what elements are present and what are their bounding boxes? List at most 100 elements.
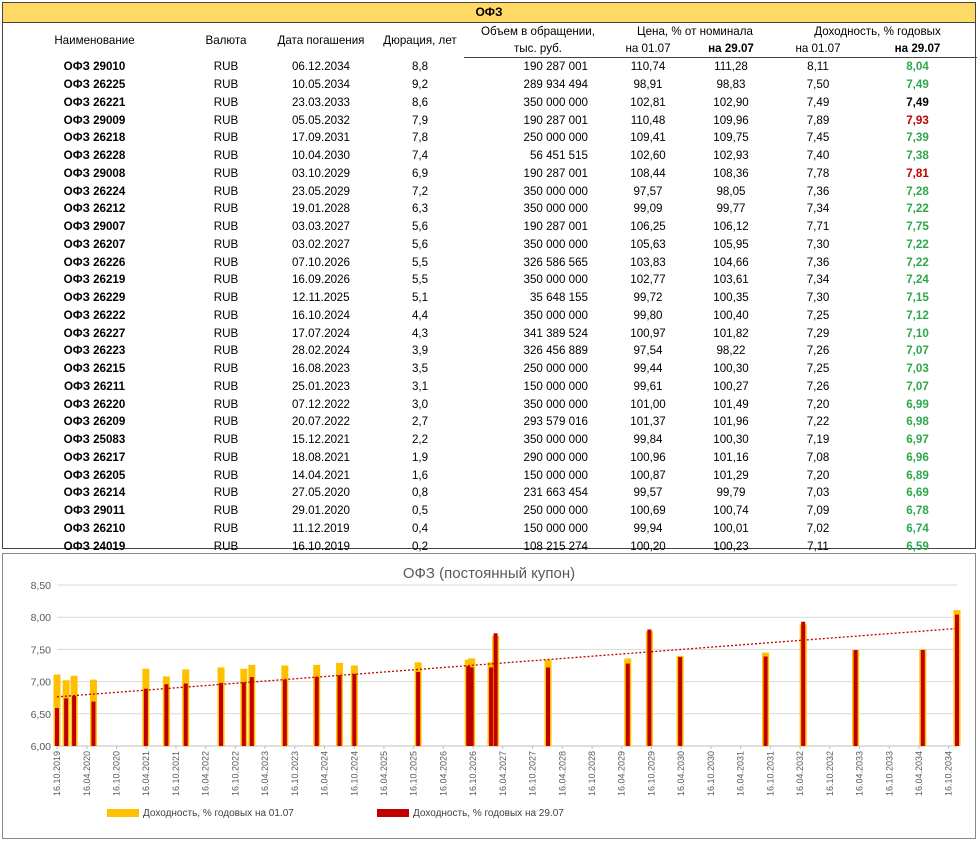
cell-yield-0107: 7,11 — [807, 539, 829, 553]
bar-yield-2907 — [241, 682, 246, 746]
cell-yield-0107: 7,03 — [806, 486, 830, 500]
cell-price-0107: 99,80 — [633, 308, 663, 322]
cell-price-2907: 101,82 — [713, 326, 749, 340]
x-tick-label: 16.10.2022 — [230, 751, 240, 796]
cell-volume: 350 000 000 — [523, 273, 588, 287]
cell-bond-name: ОФЗ 26223 — [63, 344, 126, 358]
cell-yield-2907: 7,22 — [906, 237, 929, 251]
cell-currency: RUB — [213, 255, 239, 269]
cell-price-2907: 101,96 — [713, 415, 749, 429]
cell-yield-0107: 7,34 — [806, 202, 830, 216]
x-tick-label: 16.04.2028 — [557, 751, 567, 796]
cell-price-2907: 100,40 — [713, 308, 749, 322]
cell-price-2907: 99,79 — [716, 486, 746, 500]
y-tick-label: 8,50 — [31, 580, 52, 592]
cell-price-2907: 111,28 — [714, 60, 748, 74]
cell-yield-0107: 7,20 — [806, 397, 830, 411]
cell-duration: 6,9 — [411, 166, 429, 180]
cell-yield-2907: 7,12 — [906, 308, 929, 322]
cell-currency: RUB — [213, 149, 239, 163]
legend-label-2907: Доходность, % годовых на 29.07 — [413, 808, 564, 819]
col-header-name: Наименование — [54, 33, 135, 47]
cell-yield-2907: 6,78 — [906, 504, 929, 518]
cell-yield-2907: 7,03 — [906, 362, 929, 376]
cell-yield-2907: 7,75 — [906, 220, 929, 234]
cell-duration: 5,1 — [411, 291, 429, 305]
cell-volume: 350 000 000 — [523, 397, 588, 411]
x-tick-label: 16.04.2034 — [914, 751, 924, 796]
bar-yield-2907 — [801, 621, 806, 746]
cell-price-0107: 102,77 — [630, 273, 666, 287]
cell-volume: 341 389 524 — [523, 326, 588, 340]
cell-currency: RUB — [213, 291, 239, 305]
cell-duration: 6,3 — [411, 202, 429, 216]
cell-yield-0107: 7,29 — [806, 326, 830, 340]
cell-price-2907: 108,36 — [713, 166, 749, 180]
cell-currency: RUB — [213, 362, 239, 376]
x-tick-label: 16.10.2029 — [647, 751, 657, 796]
x-tick-label: 16.10.2023 — [290, 751, 300, 796]
cell-bond-name: ОФЗ 26207 — [63, 237, 126, 251]
cell-currency: RUB — [213, 326, 239, 340]
x-tick-label: 16.04.2032 — [795, 751, 805, 796]
cell-volume: 250 000 000 — [523, 131, 588, 145]
cell-price-2907: 98,05 — [716, 184, 746, 198]
bar-yield-2907 — [469, 667, 474, 746]
x-tick-label: 16.04.2031 — [736, 751, 746, 796]
table-row: ОФЗ 26223 RUB 28.02.2024 3,9 326 456 889 97,5… — [3, 342, 977, 360]
col-header-maturity: Дата погашения — [277, 33, 365, 47]
table-row: ОФЗ 26214 RUB 27.05.2020 0,8 231 663 454 99,5… — [3, 484, 977, 502]
cell-yield-0107: 7,40 — [806, 149, 830, 163]
cell-bond-name: ОФЗ 26211 — [64, 379, 125, 393]
cell-yield-2907: 7,28 — [906, 184, 929, 198]
cell-yield-2907: 7,93 — [906, 113, 929, 127]
cell-bond-name: ОФЗ 26205 — [63, 468, 126, 482]
cell-volume: 150 000 000 — [523, 468, 588, 482]
cell-currency: RUB — [213, 273, 239, 287]
table-row: ОФЗ 26219 RUB 16.09.2026 5,5 350 000 000 102,… — [3, 271, 977, 289]
table-row: ОФЗ 26228 RUB 10.04.2030 7,4 56 451 515 102,6… — [3, 147, 977, 165]
cell-price-0107: 99,44 — [633, 362, 663, 376]
cell-currency: RUB — [213, 220, 239, 234]
x-tick-label: 16.04.2030 — [676, 751, 686, 796]
cell-price-0107: 99,72 — [633, 291, 663, 305]
cell-currency: RUB — [213, 344, 239, 358]
cell-bond-name: ОФЗ 26224 — [63, 184, 126, 198]
cell-price-2907: 100,23 — [713, 539, 749, 553]
cell-duration: 5,5 — [411, 255, 429, 269]
cell-bond-name: ОФЗ 29011 — [64, 504, 125, 518]
x-tick-label: 16.04.2025 — [379, 751, 389, 796]
x-tick-label: 16.10.2030 — [706, 751, 716, 796]
bar-yield-2907 — [249, 677, 254, 746]
cell-yield-0107: 7,34 — [806, 273, 830, 287]
cell-yield-2907: 6,98 — [906, 415, 929, 429]
cell-volume: 326 456 889 — [523, 344, 588, 358]
cell-bond-name: ОФЗ 26227 — [63, 326, 126, 340]
cell-price-2907: 100,01 — [713, 521, 749, 535]
bar-yield-2907 — [55, 708, 59, 746]
cell-maturity-date: 27.05.2020 — [291, 486, 351, 500]
cell-currency: RUB — [213, 415, 239, 429]
cell-yield-2907: 7,10 — [906, 326, 929, 340]
trendline — [56, 627, 958, 698]
cell-currency: RUB — [213, 60, 239, 74]
bar-yield-2907 — [466, 666, 471, 746]
table-row: ОФЗ 29010 RUB 06.12.2034 8,8 190 287 001 110,… — [3, 58, 977, 76]
cell-bond-name: ОФЗ 25083 — [63, 433, 126, 447]
bar-yield-2907 — [546, 667, 551, 746]
col-header-yield-2907: на 29.07 — [858, 40, 978, 58]
cell-duration: 8,6 — [411, 95, 429, 109]
bar-yield-2907 — [625, 663, 630, 746]
bar-yield-2907 — [143, 688, 148, 746]
cell-price-2907: 109,75 — [713, 131, 749, 145]
cell-price-2907: 100,30 — [713, 433, 749, 447]
cell-yield-2907: 6,69 — [906, 486, 929, 500]
x-tick-label: 16.10.2019 — [52, 751, 62, 796]
cell-bond-name: ОФЗ 24019 — [63, 539, 126, 553]
cell-volume: 56 451 515 — [529, 149, 588, 163]
table-row: ОФЗ 26207 RUB 03.02.2027 5,6 350 000 000 105,… — [3, 236, 977, 254]
table-title: ОФЗ — [3, 3, 975, 23]
cell-price-0107: 105,63 — [630, 237, 666, 251]
cell-bond-name: ОФЗ 26209 — [63, 415, 126, 429]
cell-price-0107: 108,44 — [630, 166, 666, 180]
